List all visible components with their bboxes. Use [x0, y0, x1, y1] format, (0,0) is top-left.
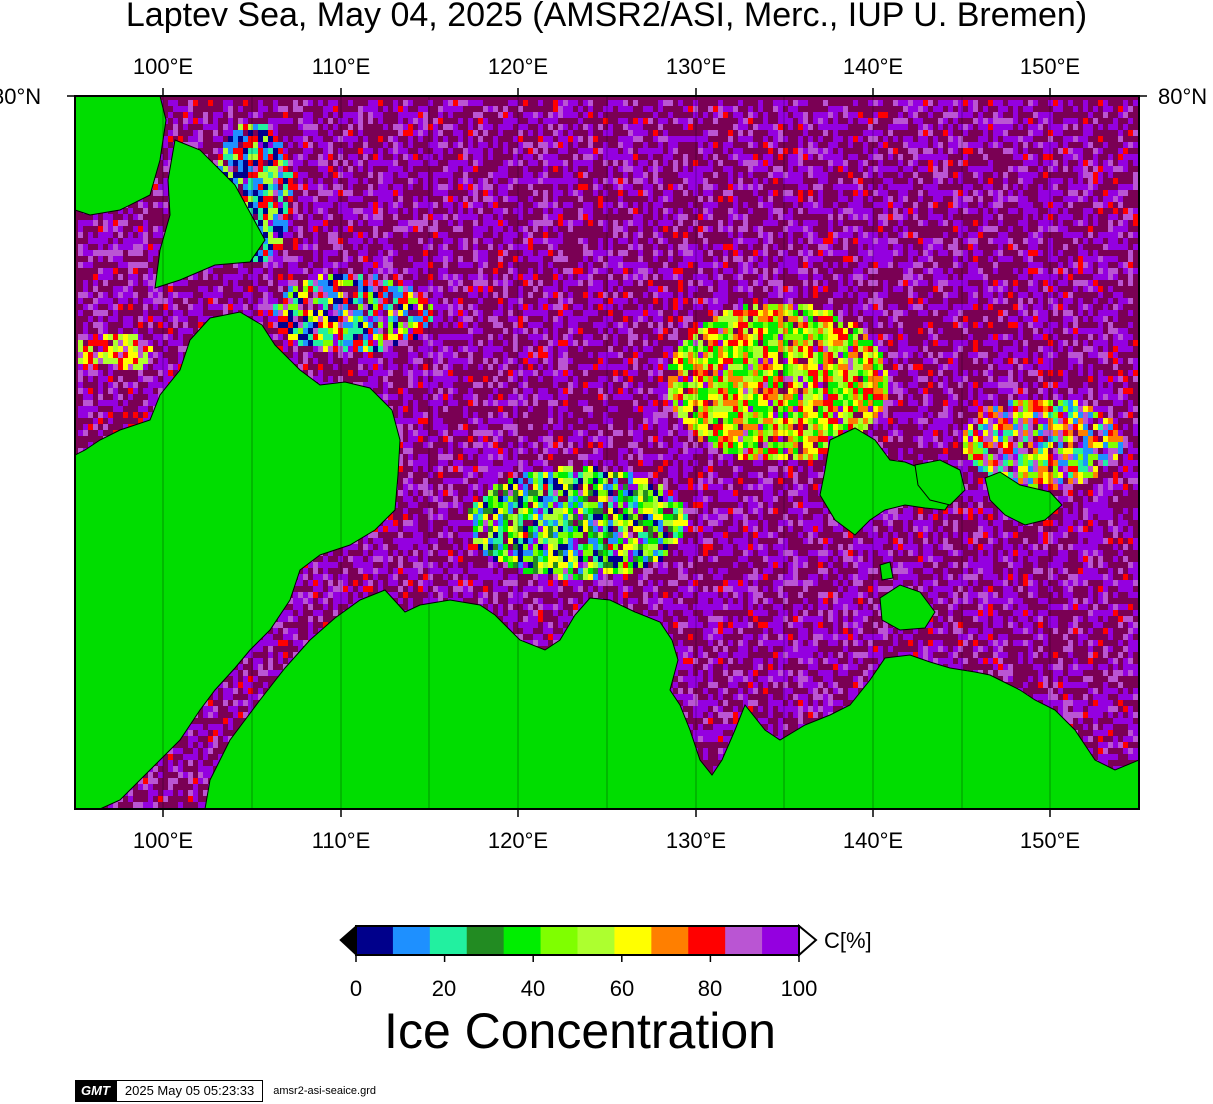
lon-label-bottom-150e: 150°E	[1019, 828, 1081, 853]
faddeyevsky-island	[914, 459, 966, 506]
graticule	[162, 96, 1051, 809]
lon-label-bottom-140e: 140°E	[842, 828, 904, 853]
severnaya-zemlya-landmass	[75, 96, 167, 216]
kotelny-island	[819, 427, 956, 536]
gmt-logo: GMT	[75, 1080, 116, 1102]
colorbar-cell	[614, 926, 652, 955]
colorbar-above-triangle	[798, 923, 818, 958]
colorbar-cell	[725, 926, 763, 955]
colorbar-tick-100: 100	[780, 976, 818, 1001]
gmt-filename: amsr2-asi-seaice.grd	[273, 1085, 376, 1097]
lon-label-bottom-130e: 130°E	[665, 828, 727, 853]
colorbar-tick-20: 20	[431, 976, 457, 1001]
lon-label-bottom-110e: 110°E	[311, 828, 371, 853]
colorbar-cell	[762, 926, 800, 955]
map-title: Laptev Sea, May 04, 2025 (AMSR2/ASI, Mer…	[125, 0, 1088, 34]
colorbar-cell	[392, 926, 431, 955]
colorbar-title: Ice Concentration	[384, 1003, 776, 1059]
colorbar-cell	[429, 926, 468, 955]
colorbar-tick-80: 80	[697, 976, 723, 1001]
colorbar-tick-0: 0	[349, 976, 363, 1001]
lon-label-top-120e: 120°E	[487, 54, 549, 79]
colorbar-below-triangle	[339, 924, 357, 957]
gmt-footer: GMT 2025 May 05 05:23:33 amsr2-asi-seaic…	[75, 1080, 376, 1102]
lon-label-top-150e: 150°E	[1019, 54, 1081, 79]
colorbar	[339, 923, 818, 962]
gmt-timestamp: 2025 May 05 05:23:33	[115, 1080, 264, 1102]
lon-label-top-140e: 140°E	[842, 54, 904, 79]
colorbar-cell	[356, 926, 394, 955]
colorbar-cell	[577, 926, 615, 955]
mainland-siberia-west	[204, 589, 1139, 809]
colorbar-tick-60: 60	[609, 976, 635, 1001]
bolshoy-lyakhovsky-island	[879, 584, 936, 631]
colorbar-cell	[503, 926, 542, 955]
frame-ticks	[67, 88, 1147, 817]
colorbar-cell	[466, 926, 505, 955]
colorbar-unit: C[%]	[824, 928, 872, 953]
map-frame	[74, 95, 1140, 810]
small-island	[879, 561, 894, 581]
lon-label-top-110e: 110°E	[311, 54, 371, 79]
new-siberia-island	[984, 471, 1063, 526]
bolshevik-island	[154, 139, 266, 289]
lon-label-bottom-100e: 100°E	[132, 828, 194, 853]
land-masses	[75, 96, 1139, 809]
colorbar-frame	[355, 925, 800, 956]
taymyr-peninsula	[75, 311, 401, 809]
colorbar-cell	[540, 926, 578, 955]
lon-label-bottom-120e: 120°E	[487, 828, 549, 853]
lat-label-left: 80°N	[0, 84, 42, 109]
colorbar-cell	[688, 926, 726, 955]
lat-label-right: 80°N	[1158, 84, 1208, 109]
colorbar-tick-40: 40	[520, 976, 546, 1001]
lon-label-top-130e: 130°E	[665, 54, 727, 79]
colorbar-cell	[651, 926, 689, 955]
lon-label-top-100e: 100°E	[132, 54, 194, 79]
